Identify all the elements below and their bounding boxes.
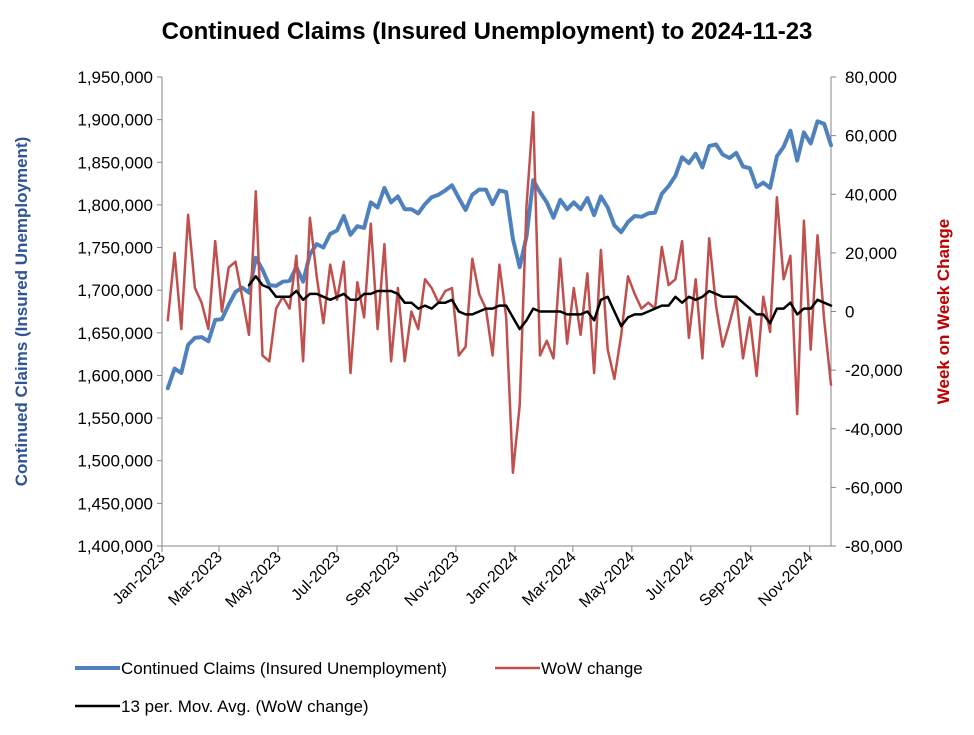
x-tick-label: Jul-2023	[288, 549, 343, 604]
y-right-tick-label: -60,000	[845, 478, 903, 497]
y-left-tick-label: 1,600,000	[77, 366, 153, 385]
x-tick-label: Nov-2023	[402, 549, 463, 610]
y-right-tick-label: 80,000	[845, 68, 897, 87]
x-tick-label: Sep-2023	[343, 549, 404, 610]
y-left-tick-label: 1,700,000	[77, 281, 153, 300]
y-right-tick-label: 0	[845, 303, 854, 322]
y-left-tick-label: 1,950,000	[77, 68, 153, 87]
x-tick-label: Sep-2024	[696, 549, 757, 610]
y-left-tick-label: 1,750,000	[77, 239, 153, 258]
legend-continued-claims: Continued Claims (Insured Unemployment)	[75, 659, 447, 678]
y-axis-title-right: Week on Week Change	[934, 219, 953, 404]
y-right-tick-label: -20,000	[845, 361, 903, 380]
x-tick-label: Mar-2024	[519, 549, 580, 610]
y-left-tick-label: 1,450,000	[77, 494, 153, 513]
y-left-tick-label: 1,550,000	[77, 409, 153, 428]
x-tick-label: May-2023	[223, 549, 285, 611]
continued-claims-line	[165, 119, 833, 391]
legend-wow-change: WoW change	[495, 659, 643, 678]
x-tick-label: May-2024	[576, 549, 638, 611]
x-tick-label: Jul-2024	[642, 549, 697, 604]
wow-change-line	[166, 110, 833, 474]
x-tick-label: Jan-2024	[462, 549, 521, 608]
y-left-tick-label: 1,400,000	[77, 537, 153, 556]
chart-title: Continued Claims (Insured Unemployment) …	[161, 18, 813, 45]
y-left-tick-label: 1,900,000	[77, 111, 153, 130]
x-tick-label: Mar-2023	[165, 549, 226, 610]
x-tick-label: Jan-2023	[110, 549, 169, 608]
y-right-tick-label: -40,000	[845, 420, 903, 439]
y-right-tick-label: -80,000	[845, 537, 903, 556]
y-right-tick-label: 20,000	[845, 244, 897, 263]
series-layer	[165, 110, 833, 474]
y-left-tick-label: 1,500,000	[77, 452, 153, 471]
legend: Continued Claims (Insured Unemployment) W…	[75, 659, 643, 716]
x-tick-label: Nov-2024	[755, 549, 816, 610]
y-right-tick-label: 60,000	[845, 127, 897, 146]
legend-moving-average: 13 per. Mov. Avg. (WoW change)	[75, 697, 369, 716]
y-left-tick-label: 1,850,000	[77, 153, 153, 172]
y-axis-title-left: Continued Claims (Insured Unemployment)	[12, 137, 31, 486]
y-left-tick-label: 1,650,000	[77, 324, 153, 343]
y-right-tick-label: 40,000	[845, 185, 897, 204]
legend-wow-change-label: WoW change	[541, 659, 643, 678]
legend-continued-claims-label: Continued Claims (Insured Unemployment)	[121, 659, 447, 678]
y-left-tick-label: 1,800,000	[77, 196, 153, 215]
legend-moving-average-label: 13 per. Mov. Avg. (WoW change)	[121, 697, 369, 716]
moving-average-line	[247, 275, 833, 331]
